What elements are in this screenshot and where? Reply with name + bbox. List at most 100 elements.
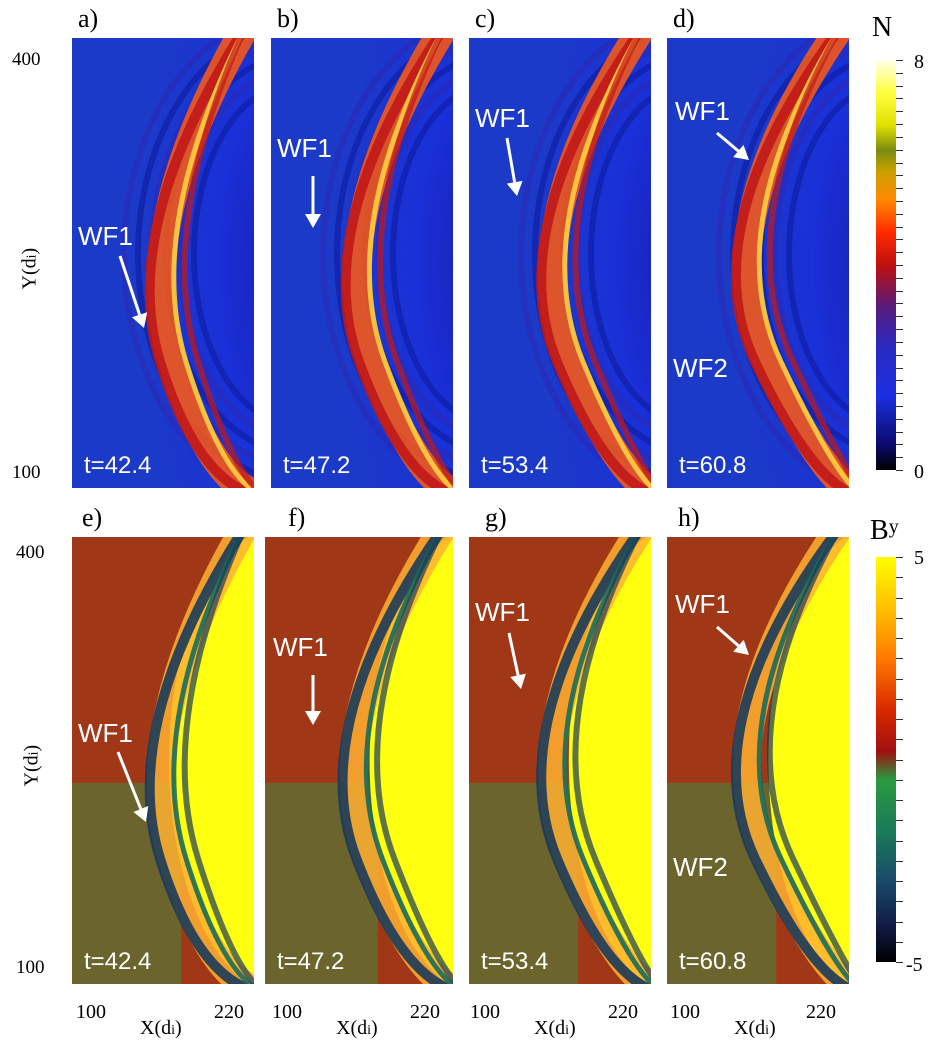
colorbar-tick [896, 457, 903, 459]
wf-arrows [305, 675, 321, 725]
colorbar-tick [896, 252, 903, 254]
x-axis-label-2: X(di) [336, 1017, 378, 1039]
colorbar-tick [896, 617, 903, 619]
density-panel-a: t=42.4 WF1 [72, 38, 254, 488]
arrow-line [116, 751, 143, 810]
colorbar-top-title: N [872, 12, 893, 43]
wavefront-label: WF1 [78, 221, 133, 251]
density-panel-b: t=47.2 WF1 [271, 38, 453, 488]
colorbar-top-ticks [896, 60, 904, 471]
arrow-head [131, 312, 148, 328]
colorbar-bottom-ticks [896, 557, 904, 963]
colorbar-tick [896, 290, 903, 292]
panel-label-f: f) [288, 503, 306, 532]
colorbar-tick [896, 393, 903, 395]
colorbar-tick [896, 188, 903, 190]
colorbar-tick [896, 557, 903, 558]
wf-arrows [507, 632, 526, 689]
colorbar-tick [896, 431, 903, 433]
colorbar-tick [896, 881, 903, 882]
wavefront-label: WF1 [475, 597, 530, 627]
wavefront-label: WF1 [277, 133, 332, 163]
colorbar-tick [896, 329, 903, 331]
arrow-head [733, 639, 749, 655]
colorbar-tick [896, 85, 903, 87]
colorbar-tick [896, 678, 903, 680]
arrow-line [118, 255, 141, 316]
x-tick-100-4: 100 [670, 1001, 700, 1023]
x-tick-220-1: 220 [214, 1001, 244, 1023]
x-tick-220-3: 220 [608, 1001, 638, 1023]
colorbar-tick [896, 638, 903, 639]
x-axis-label-1: X(di) [140, 1017, 182, 1039]
arrow-line [716, 131, 740, 153]
time-label: t=53.4 [481, 948, 549, 975]
arrow-line [716, 625, 740, 647]
x-tick-220-4: 220 [806, 1001, 836, 1023]
colorbar-tick [896, 124, 903, 126]
y-tick-top-100: 100 [12, 462, 41, 483]
x-tick-100-1: 100 [76, 1001, 106, 1023]
colorbar-bottom-title: By [870, 515, 899, 546]
colorbar-tick [896, 162, 903, 164]
arrow-head [506, 180, 523, 196]
colorbar-tick [896, 820, 903, 822]
time-label: t=42.4 [84, 948, 152, 975]
colorbar-tick [896, 779, 903, 781]
colorbar-tick [896, 719, 903, 720]
colorbar-tick [896, 213, 903, 215]
colorbar-tick [896, 418, 903, 420]
colorbar-tick [896, 405, 903, 407]
colorbar-bottom [876, 557, 896, 962]
colorbar-tick [896, 60, 903, 61]
wf-arrows [116, 751, 149, 822]
wf-arrows [118, 255, 148, 328]
wf-arrows [716, 131, 749, 160]
time-label: t=53.4 [481, 452, 549, 479]
x-tick-100-3: 100 [470, 1001, 500, 1023]
colorbar-tick [896, 341, 903, 343]
arrow-line [507, 632, 520, 676]
colorbar-tick [896, 901, 903, 903]
wavefront-label: WF1 [675, 589, 730, 619]
colorbar-tick [896, 698, 903, 700]
colorbar-tick [896, 840, 903, 842]
by-panel-f: t=47.2 WF1 [265, 537, 453, 984]
time-label: t=60.8 [679, 948, 747, 975]
colorbar-tick [896, 800, 903, 801]
time-label: t=60.8 [679, 452, 747, 479]
time-label: t=47.2 [277, 948, 345, 975]
colorbar-tick [896, 303, 903, 305]
panel-label-g: g) [485, 503, 507, 532]
colorbar-tick [896, 316, 903, 318]
x-tick-220-2: 220 [410, 1001, 440, 1023]
colorbar-tick [896, 739, 903, 741]
wf-arrows [305, 176, 321, 228]
colorbar-bottom-max: 5 [914, 547, 924, 569]
y-tick-bottom-100: 100 [16, 957, 45, 978]
wf-arrows [505, 137, 523, 196]
wavefront-label: WF1 [475, 103, 530, 133]
y-tick-bottom-400: 400 [16, 542, 45, 563]
x-axis-label-3: X(di) [534, 1017, 576, 1039]
colorbar-tick [896, 200, 903, 202]
colorbar-tick [896, 367, 903, 369]
colorbar-top-min: 0 [914, 461, 924, 483]
panel-label-a: a) [78, 4, 99, 33]
colorbar-tick [896, 658, 903, 660]
wf-arrows [716, 625, 749, 655]
arrow-head [133, 806, 149, 822]
colorbar-tick [896, 860, 903, 862]
colorbar-tick [896, 265, 903, 266]
colorbar-tick [896, 597, 903, 599]
wavefront-label: WF2 [673, 852, 728, 882]
colorbar-tick [896, 277, 903, 279]
colorbar-tick [896, 72, 903, 74]
colorbar-tick [896, 962, 903, 963]
wavefront-label: WF2 [673, 353, 728, 383]
panel-label-b: b) [277, 4, 299, 33]
colorbar-tick [896, 380, 903, 382]
by-panel-e: t=42.4 WF1 [72, 537, 254, 984]
colorbar-tick [896, 354, 903, 356]
